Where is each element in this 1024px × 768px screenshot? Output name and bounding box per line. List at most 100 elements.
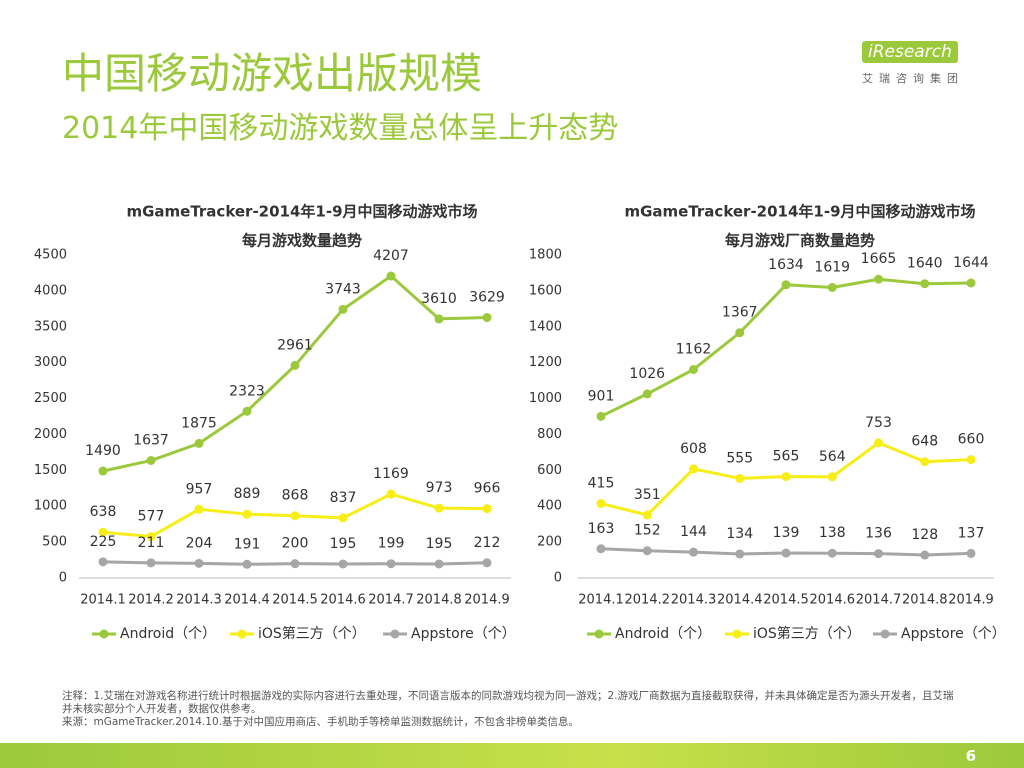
point [781, 280, 791, 290]
data-label: 1619 [814, 259, 850, 275]
y-tick-label: 1500 [34, 463, 67, 478]
data-label: 200 [282, 536, 309, 552]
data-label: 415 [588, 476, 615, 492]
data-label: 1640 [907, 256, 943, 272]
logo-tagline: 艾瑞咨询集团 [862, 72, 964, 85]
series-line [600, 277, 972, 418]
legend-marker [390, 629, 400, 639]
point [781, 472, 791, 482]
data-label: 753 [865, 415, 892, 431]
data-label: 565 [773, 449, 800, 465]
point [966, 278, 976, 288]
y-tick-label: 2500 [34, 391, 67, 406]
x-tick-label: 2014.5 [763, 593, 809, 608]
data-label: 1637 [133, 432, 169, 448]
data-label: 4207 [373, 248, 409, 264]
data-label: 1490 [85, 443, 121, 459]
point [434, 314, 444, 324]
point [827, 472, 837, 482]
point [482, 504, 492, 514]
slide-title: 中国移动游戏出版规模 [62, 49, 483, 98]
point [386, 489, 396, 499]
point [827, 282, 837, 292]
x-tick-label: 2014.8 [902, 593, 948, 608]
x-tick-label: 2014.6 [320, 593, 366, 608]
data-label: 137 [958, 525, 985, 541]
x-tick-label: 2014.2 [128, 593, 174, 608]
legend-label: Appstore（个） [901, 626, 1006, 642]
x-tick-label: 2014.9 [464, 593, 510, 608]
point [735, 473, 745, 483]
data-label: 2961 [277, 337, 313, 353]
point [386, 271, 396, 281]
chart-title: mGameTracker-2014年1-9月中国移动游戏市场 [624, 203, 975, 221]
data-label: 1162 [676, 341, 712, 357]
data-label: 204 [186, 535, 213, 551]
point [689, 364, 698, 374]
point [98, 527, 108, 537]
point [642, 389, 652, 399]
x-tick-label: 2014.7 [856, 593, 902, 608]
legend-label: iOS第三方（个） [258, 625, 366, 642]
y-tick-label: 0 [59, 571, 67, 586]
point [596, 411, 606, 421]
data-label: 3629 [469, 290, 505, 306]
x-tick-label: 2014.1 [578, 593, 624, 608]
legend-label: Android（个） [120, 626, 216, 642]
point [242, 559, 252, 569]
data-label: 138 [819, 525, 846, 541]
y-tick-label: 200 [537, 535, 562, 550]
y-tick-label: 1600 [529, 283, 562, 298]
note: 来源：mGameTracker.2014.10.基于对中国应用商店、手机助手等榜… [62, 716, 579, 728]
data-label: 564 [819, 449, 846, 465]
point [874, 274, 883, 284]
point [920, 457, 930, 467]
y-tick-label: 800 [537, 427, 562, 442]
data-label: 1665 [861, 251, 897, 267]
data-label: 638 [90, 504, 117, 520]
x-tick-label: 2014.3 [671, 593, 717, 608]
y-tick-label: 1000 [34, 499, 67, 514]
point [482, 558, 492, 568]
data-label: 136 [865, 526, 892, 542]
x-tick-label: 2014.7 [368, 593, 414, 608]
data-label: 2323 [229, 383, 265, 399]
legend-label: Android（个） [615, 626, 711, 642]
y-tick-label: 1800 [529, 248, 562, 263]
data-label: 1169 [373, 466, 409, 482]
chart-subtitle: 每月游戏数量趋势 [242, 232, 362, 250]
point [642, 546, 652, 556]
point [689, 547, 698, 557]
y-tick-label: 400 [537, 499, 562, 514]
point [194, 438, 204, 448]
data-label: 889 [234, 486, 261, 502]
x-tick-label: 2014.1 [80, 593, 126, 608]
footer-bar: 6 [0, 743, 1024, 768]
data-label: 1875 [181, 415, 217, 431]
data-label: 660 [958, 432, 985, 448]
y-tick-label: 3500 [34, 319, 67, 334]
point [874, 438, 883, 448]
point [338, 559, 348, 569]
point [290, 559, 300, 569]
legend-marker [880, 629, 890, 639]
point [689, 464, 698, 474]
notes: 注释：1.艾瑞在对游戏名称进行统计时根据游戏的实际内容进行去重处理，不同语言版本… [62, 690, 962, 729]
legend-marker [237, 629, 247, 639]
y-tick-label: 4000 [34, 283, 67, 298]
point [194, 558, 204, 568]
data-label: 3743 [325, 281, 361, 297]
data-label: 901 [588, 388, 615, 404]
point [966, 455, 976, 465]
point [781, 548, 791, 558]
legend-label: iOS第三方（个） [753, 625, 861, 642]
x-tick-label: 2014.9 [948, 593, 994, 608]
data-label: 957 [186, 481, 213, 497]
x-tick-label: 2014.6 [810, 593, 856, 608]
data-label: 134 [726, 526, 753, 542]
point [642, 510, 652, 520]
data-label: 868 [282, 488, 309, 504]
x-tick-label: 2014.8 [416, 593, 462, 608]
legend-marker [99, 629, 109, 639]
